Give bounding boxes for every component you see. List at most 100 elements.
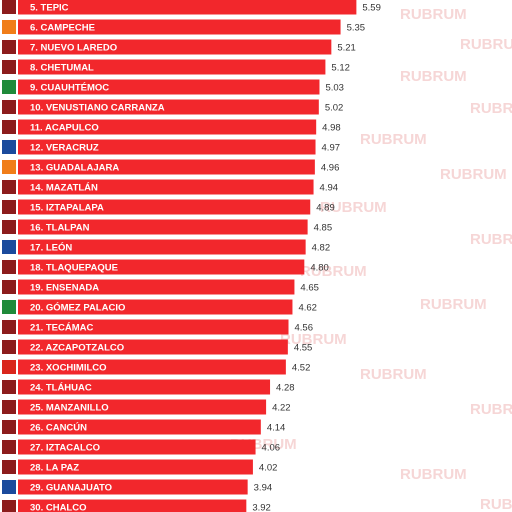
value-label: 4.14 bbox=[267, 423, 286, 434]
party-icon bbox=[2, 20, 16, 34]
party-icon bbox=[2, 140, 16, 154]
value-label: 4.85 bbox=[314, 223, 333, 234]
bar bbox=[18, 219, 308, 235]
category-label: 11. ACAPULCO bbox=[30, 123, 99, 134]
value-label: 5.21 bbox=[337, 43, 356, 54]
bar bbox=[18, 499, 247, 512]
watermark: RUBRUM bbox=[360, 366, 427, 383]
party-icon bbox=[2, 440, 16, 454]
value-label: 4.65 bbox=[300, 283, 319, 294]
value-label: 4.52 bbox=[292, 363, 311, 374]
watermark: RUBRUM bbox=[420, 296, 487, 313]
watermark: RUBRUM bbox=[460, 36, 512, 53]
category-label: 12. VERACRUZ bbox=[30, 143, 99, 154]
bar bbox=[18, 279, 295, 295]
watermark: RUBRUM bbox=[400, 6, 467, 23]
bar bbox=[18, 179, 314, 195]
watermark: RUBRUM bbox=[400, 68, 467, 85]
category-label: 5. TEPIC bbox=[30, 3, 69, 14]
bar bbox=[18, 39, 332, 55]
value-label: 4.56 bbox=[295, 323, 314, 334]
category-label: 10. VENUSTIANO CARRANZA bbox=[30, 103, 165, 114]
value-label: 4.89 bbox=[316, 203, 335, 214]
party-icon bbox=[2, 120, 16, 134]
bar bbox=[18, 19, 341, 35]
bar bbox=[18, 439, 256, 455]
bar bbox=[18, 99, 319, 115]
watermark: RUBRUM bbox=[300, 263, 367, 280]
value-label: 3.94 bbox=[254, 483, 273, 494]
value-label: 3.92 bbox=[252, 503, 271, 512]
category-label: 21. TECÁMAC bbox=[30, 323, 93, 334]
category-label: 27. IZTACALCO bbox=[30, 443, 100, 454]
party-icon bbox=[2, 380, 16, 394]
category-label: 25. MANZANILLO bbox=[30, 403, 109, 414]
value-label: 4.97 bbox=[322, 143, 341, 154]
category-label: 29. GUANAJUATO bbox=[30, 483, 112, 494]
category-label: 17. LEÓN bbox=[30, 242, 72, 254]
bar bbox=[18, 399, 267, 415]
party-icon bbox=[2, 400, 16, 414]
value-label: 4.80 bbox=[310, 263, 329, 274]
bar bbox=[18, 139, 316, 155]
category-label: 26. CANCÚN bbox=[30, 422, 87, 434]
category-label: 6. CAMPECHE bbox=[30, 23, 95, 34]
value-label: 4.62 bbox=[298, 303, 317, 314]
category-label: 18. TLAQUEPAQUE bbox=[30, 263, 118, 274]
category-label: 8. CHETUMAL bbox=[30, 63, 94, 74]
watermark: RUBRUM bbox=[470, 231, 512, 248]
bar bbox=[18, 59, 326, 75]
value-label: 5.12 bbox=[331, 63, 350, 74]
category-label: 14. MAZATLÁN bbox=[30, 183, 98, 194]
watermark: RUBRUM bbox=[360, 131, 427, 148]
watermark: RUBRUM bbox=[470, 401, 512, 418]
category-label: 9. CUAUHTÉMOC bbox=[30, 83, 109, 94]
bar bbox=[18, 199, 311, 215]
category-label: 24. TLÁHUAC bbox=[30, 383, 92, 394]
category-label: 13. GUADALAJARA bbox=[30, 163, 119, 174]
watermark: RUBRUM bbox=[400, 466, 467, 483]
party-icon bbox=[2, 80, 16, 94]
bar bbox=[18, 359, 286, 375]
value-label: 4.55 bbox=[294, 343, 313, 354]
bar bbox=[18, 0, 357, 15]
value-label: 5.02 bbox=[325, 103, 344, 114]
value-label: 5.03 bbox=[325, 83, 344, 94]
party-icon bbox=[2, 260, 16, 274]
party-icon bbox=[2, 480, 16, 494]
party-icon bbox=[2, 320, 16, 334]
category-label: 22. AZCAPOTZALCO bbox=[30, 343, 124, 354]
party-icon bbox=[2, 240, 16, 254]
party-icon bbox=[2, 340, 16, 354]
party-icon bbox=[2, 60, 16, 74]
category-label: 30. CHALCO bbox=[30, 503, 86, 512]
value-label: 4.94 bbox=[320, 183, 339, 194]
bar bbox=[18, 479, 248, 495]
party-icon bbox=[2, 500, 16, 512]
party-icon bbox=[2, 200, 16, 214]
bar bbox=[18, 459, 253, 475]
party-icon bbox=[2, 280, 16, 294]
party-icon bbox=[2, 0, 16, 14]
bar bbox=[18, 259, 305, 275]
party-icon bbox=[2, 300, 16, 314]
category-label: 20. GÓMEZ PALACIO bbox=[30, 302, 125, 314]
value-label: 4.06 bbox=[262, 443, 281, 454]
category-label: 7. NUEVO LAREDO bbox=[30, 43, 117, 54]
party-icon bbox=[2, 40, 16, 54]
watermark: RUBRUM bbox=[280, 331, 347, 348]
category-label: 15. IZTAPALAPA bbox=[30, 203, 104, 214]
bar bbox=[18, 419, 261, 435]
value-label: 4.96 bbox=[321, 163, 340, 174]
party-icon bbox=[2, 220, 16, 234]
bar bbox=[18, 239, 306, 255]
watermark: RUBRUM bbox=[480, 496, 512, 512]
bar bbox=[18, 379, 271, 395]
value-label: 4.82 bbox=[312, 243, 331, 254]
bar bbox=[18, 79, 320, 95]
category-label: 16. TLALPAN bbox=[30, 223, 90, 234]
party-icon bbox=[2, 180, 16, 194]
value-label: 5.35 bbox=[347, 23, 366, 34]
bar bbox=[18, 319, 289, 335]
